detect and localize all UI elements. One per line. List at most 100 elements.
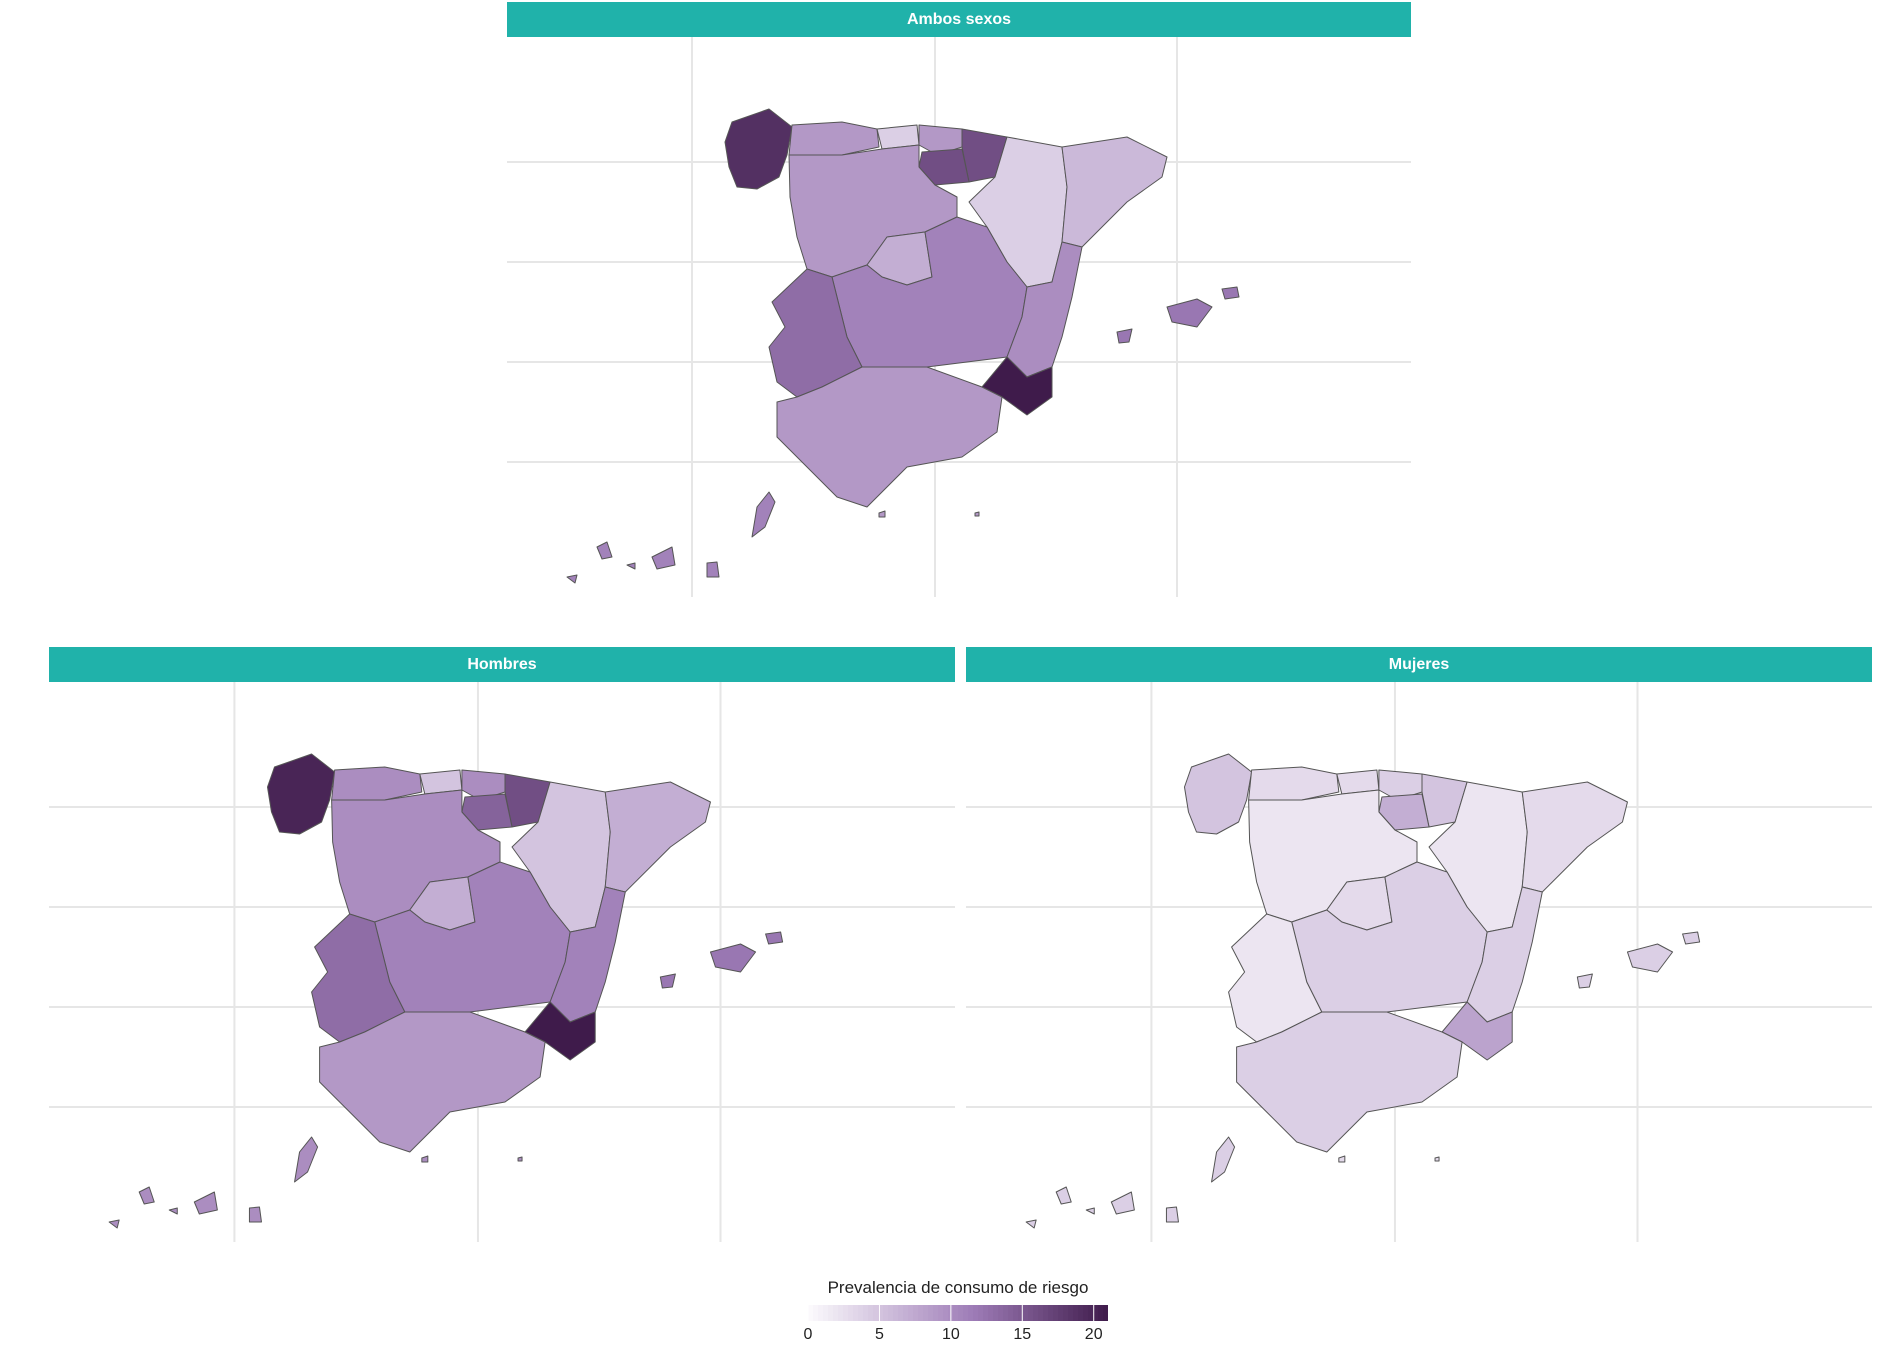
legend-color-step	[848, 1305, 854, 1321]
legend-tick-label: 5	[874, 1326, 884, 1343]
legend-color-step	[973, 1305, 979, 1321]
region-canarias	[566, 491, 776, 584]
legend-color-step	[883, 1305, 889, 1321]
legend-tick-label: 10	[941, 1326, 960, 1343]
panel-title-hombres: Hombres	[49, 647, 955, 682]
legend-color-step	[1043, 1305, 1049, 1321]
region-comunidad-valenciana	[549, 886, 626, 1023]
legend-color-step	[898, 1305, 904, 1321]
region-cataluña	[1061, 136, 1168, 248]
region-melilla	[1434, 1156, 1440, 1162]
legend-color-step	[923, 1305, 929, 1321]
legend-color-step	[918, 1305, 924, 1321]
region-comunidad-valenciana	[1006, 241, 1083, 378]
legend-color-step	[1103, 1305, 1108, 1321]
legend-color-step	[863, 1305, 869, 1321]
region-navarra	[504, 773, 551, 828]
region-andalucía	[776, 366, 1003, 508]
region-comunidad-valenciana	[1466, 886, 1543, 1023]
map-ambos-sexos	[507, 37, 1411, 597]
panel-ambos-sexos: Ambos sexos	[507, 2, 1411, 597]
legend-color-step	[828, 1305, 834, 1321]
legend-color-step	[998, 1305, 1004, 1321]
legend-color-step	[1083, 1305, 1089, 1321]
legend-color-step	[943, 1305, 949, 1321]
legend-color-step	[893, 1305, 899, 1321]
legend-color-step	[928, 1305, 934, 1321]
color-legend: Prevalencia de consumo de riesgo 0 5 10 …	[804, 1278, 1108, 1343]
map-hombres	[49, 682, 955, 1242]
legend-color-step	[978, 1305, 984, 1321]
legend-color-step	[873, 1305, 879, 1321]
legend-color-step	[843, 1305, 849, 1321]
region-baleares	[1116, 286, 1240, 344]
region-navarra	[961, 128, 1008, 183]
region-melilla	[974, 511, 980, 517]
legend-color-step	[1023, 1305, 1029, 1321]
legend-color-step	[1018, 1305, 1024, 1321]
legend-color-step	[813, 1305, 819, 1321]
legend-color-step	[833, 1305, 839, 1321]
legend-colorbar	[808, 1305, 1108, 1321]
legend-color-step	[1063, 1305, 1069, 1321]
region-canarias	[1025, 1136, 1236, 1229]
legend-color-step	[903, 1305, 909, 1321]
region-cataluña	[1521, 781, 1628, 893]
legend-color-step	[968, 1305, 974, 1321]
legend-color-step	[933, 1305, 939, 1321]
region-baleares	[659, 931, 784, 989]
legend-color-step	[1038, 1305, 1044, 1321]
legend-color-step	[823, 1305, 829, 1321]
legend-color-step	[1068, 1305, 1074, 1321]
legend-color-step	[1058, 1305, 1064, 1321]
legend-title: Prevalencia de consumo de riesgo	[827, 1278, 1089, 1297]
map-mujeres	[966, 682, 1872, 1242]
legend-color-step	[953, 1305, 959, 1321]
legend-color-step	[908, 1305, 914, 1321]
legend-color-step	[838, 1305, 844, 1321]
legend-color-step	[1078, 1305, 1084, 1321]
legend-color-step	[1098, 1305, 1104, 1321]
region-andalucía	[1236, 1011, 1463, 1153]
legend-color-step	[888, 1305, 894, 1321]
legend-color-step	[1048, 1305, 1054, 1321]
region-cataluña	[604, 781, 711, 893]
region-andalucía	[319, 1011, 546, 1153]
region-melilla	[517, 1156, 523, 1162]
region-galicia	[724, 108, 793, 190]
panel-title-mujeres: Mujeres	[966, 647, 1872, 682]
legend-tick-label: 20	[1084, 1326, 1103, 1343]
legend-color-step	[868, 1305, 874, 1321]
legend-color-step	[1028, 1305, 1034, 1321]
legend-color-step	[853, 1305, 859, 1321]
legend-color-step	[818, 1305, 824, 1321]
legend-color-step	[913, 1305, 919, 1321]
region-galicia	[266, 753, 336, 835]
legend-color-step	[1008, 1305, 1014, 1321]
panel-mujeres: Mujeres	[966, 647, 1872, 1242]
legend-color-step	[988, 1305, 994, 1321]
legend-color-step	[983, 1305, 989, 1321]
legend-tick-label: 0	[803, 1326, 813, 1343]
legend-color-step	[993, 1305, 999, 1321]
legend-color-step	[1013, 1305, 1019, 1321]
legend-color-step	[1033, 1305, 1039, 1321]
legend-tick-label: 15	[1013, 1326, 1032, 1343]
legend-color-step	[1003, 1305, 1009, 1321]
legend-color-step	[808, 1305, 814, 1321]
legend-color-step	[963, 1305, 969, 1321]
region-galicia	[1183, 753, 1253, 835]
legend-color-step	[958, 1305, 964, 1321]
region-navarra	[1421, 773, 1468, 828]
legend-color-step	[1073, 1305, 1079, 1321]
legend-color-step	[1093, 1305, 1099, 1321]
region-canarias	[108, 1136, 319, 1229]
legend-color-step	[1088, 1305, 1094, 1321]
region-ceuta	[421, 1155, 429, 1163]
region-ceuta	[878, 510, 886, 518]
region-ceuta	[1338, 1155, 1346, 1163]
legend-color-step	[858, 1305, 864, 1321]
region-baleares	[1576, 931, 1701, 989]
panel-title-ambos-sexos: Ambos sexos	[507, 2, 1411, 37]
legend-color-step	[938, 1305, 944, 1321]
